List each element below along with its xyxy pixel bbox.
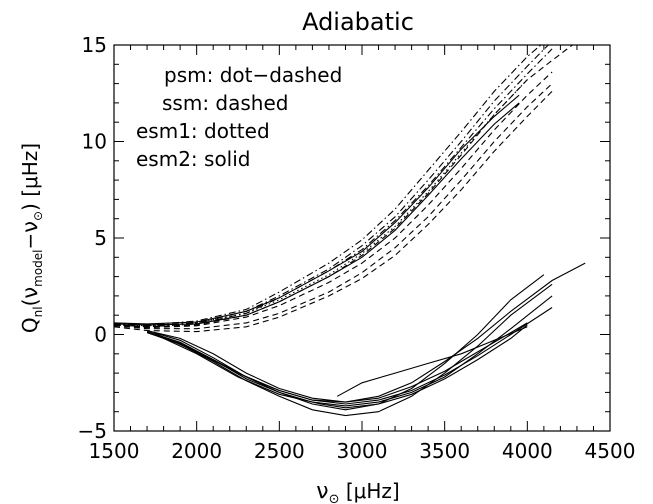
x-tick-label: 1500	[89, 439, 140, 463]
x-tick-label: 3500	[419, 439, 470, 463]
x-tick-label: 4000	[502, 439, 553, 463]
x-tick-label: 2500	[254, 439, 305, 463]
series-line-dashed	[114, 90, 553, 333]
y-tick-label: −5	[78, 419, 107, 443]
x-tick-label: 2000	[171, 439, 222, 463]
legend-entry-dashdot: psm: dot−dashed	[164, 63, 342, 87]
y-axis-label-sub-sun: ⊙	[31, 211, 45, 221]
y-axis-label-unit: Hz]	[18, 143, 42, 176]
y-axis-label-sub-nl: nl	[31, 306, 45, 317]
x-axis-label: ν⊙ [μHz]	[316, 479, 399, 504]
y-tick-label: 0	[94, 323, 107, 347]
x-tick-label: 4500	[585, 439, 636, 463]
series-line-solid	[146, 283, 553, 417]
y-axis-label-nu1: ν	[18, 287, 42, 299]
y-axis-label-nu2: ν	[18, 221, 42, 233]
series-line-dashed	[114, 71, 553, 329]
y-axis-label-sub-model: model	[31, 249, 45, 286]
chart-title: Adiabatic	[302, 8, 414, 36]
series-line-solid	[155, 324, 528, 409]
x-axis-label-unit: Hz]	[366, 479, 399, 503]
legend-entry-dotted: esm1: dotted	[136, 119, 270, 143]
series-line-solid	[146, 307, 553, 405]
y-axis-label-mu: μ	[18, 176, 42, 189]
series-line-dashed	[114, 45, 574, 328]
series-line-dashdot	[114, 45, 542, 326]
series-line-solid	[155, 262, 586, 403]
series-line-solid	[114, 102, 520, 326]
x-axis-label-symbol: ν	[316, 479, 328, 504]
y-axis-label-q: Q	[18, 317, 42, 333]
y-axis-label-bracket: ) [	[18, 189, 42, 211]
series-line-dotted	[114, 79, 528, 327]
y-axis-label-paren: (	[18, 299, 42, 307]
series-line-dashed	[114, 83, 553, 330]
y-axis-label: Qnl(νmodel−ν⊙) [μHz]	[18, 143, 45, 333]
y-tick-label: 10	[82, 130, 107, 154]
x-axis-label-sub: ⊙	[329, 492, 340, 504]
y-axis-label-minus: −	[18, 233, 42, 250]
x-axis-label-mu: μ	[354, 479, 367, 503]
series-line-solid	[146, 274, 545, 411]
x-axis-label-bracket-open: [	[339, 479, 353, 503]
y-tick-label: 5	[94, 226, 107, 250]
series-line-solid	[114, 94, 520, 325]
series-line-dashdot	[114, 45, 550, 327]
y-tick-label: 15	[82, 33, 107, 57]
x-tick-label: 3000	[337, 439, 388, 463]
legend-entry-solid: esm2: solid	[136, 147, 251, 171]
series-line-solid	[146, 322, 528, 403]
legend-entry-dashed: ssm: dashed	[162, 91, 288, 115]
series-line-solid	[336, 326, 528, 397]
